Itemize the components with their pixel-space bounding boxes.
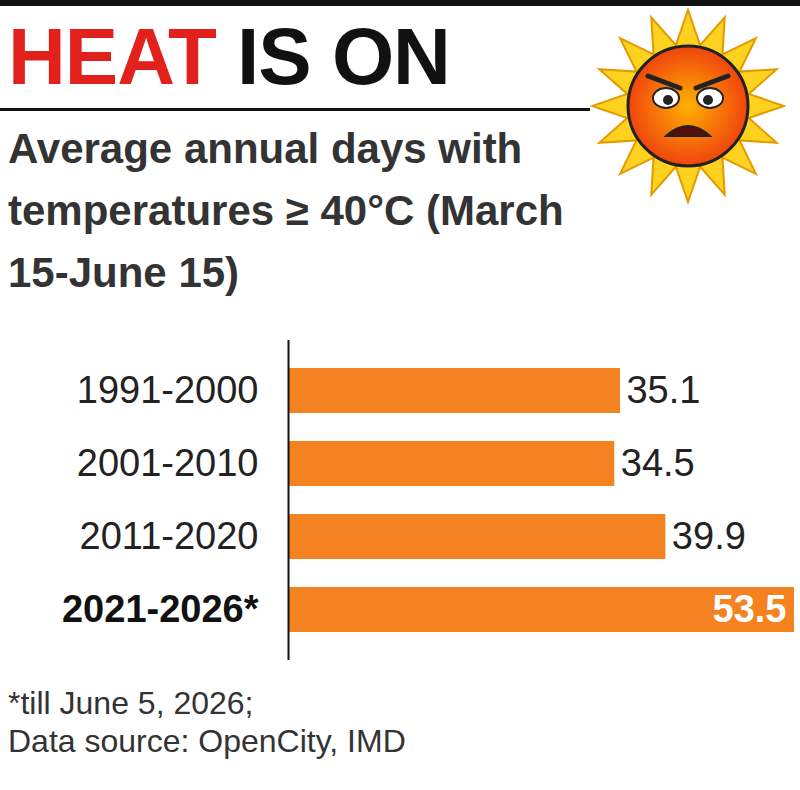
- svg-text:53.5: 53.5: [713, 588, 787, 630]
- svg-text:39.9: 39.9: [672, 515, 746, 557]
- html-text:HEAT IS ON: HEAT IS ON: [8, 12, 450, 101]
- svg-text:2001-2010: 2001-2010: [77, 442, 259, 484]
- html-text:Average annual days with tempe: Average annual days with temperatures ≥ …: [8, 125, 564, 296]
- svg-text:34.5: 34.5: [621, 442, 695, 484]
- html-text:*till June 5, 2026;: *till June 5, 2026;: [8, 685, 254, 721]
- svg-text:2021-2026*: 2021-2026*: [62, 588, 259, 630]
- html-text:Data source: OpenCity, IMD: Data source: OpenCity, IMD: [8, 723, 406, 759]
- svg-text:2011-2020: 2011-2020: [80, 515, 259, 557]
- svg-text:35.1: 35.1: [626, 369, 700, 411]
- svg-text:1991-2000: 1991-2000: [77, 369, 259, 411]
